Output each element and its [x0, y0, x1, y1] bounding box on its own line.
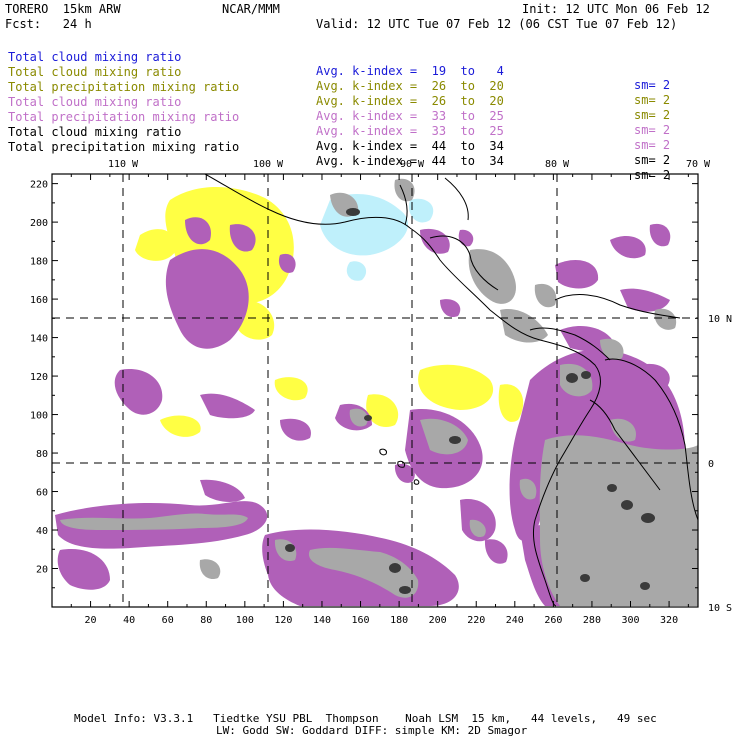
legend-row: Total precipitation mixing ratio Avg. k-…	[0, 66, 670, 136]
x-tick-label: 320	[660, 615, 678, 626]
y-tick-label: 100	[30, 411, 48, 422]
field-name: Total precipitation mixing ratio	[8, 140, 240, 154]
field-smoothing: sm= 2	[634, 108, 671, 122]
x-tick-label: 220	[467, 615, 485, 626]
legend-row: Total cloud mixing ratio Avg. k-index = …	[0, 111, 670, 181]
field-name: Total precipitation mixing ratio	[8, 110, 240, 124]
x-tick-label: 200	[429, 615, 447, 626]
forecast-hour: Fcst: 24 h	[5, 17, 92, 31]
x-tick-label: 100	[236, 615, 254, 626]
field-name: Total cloud mixing ratio	[8, 95, 182, 109]
model-info: Model Info: V3.3.1 Tiedtke YSU PBL Thomp…	[74, 712, 657, 725]
model-title: TORERO 15km ARW	[5, 2, 121, 16]
valid-time: Valid: 12 UTC Tue 07 Feb 12 (06 CST Tue …	[316, 17, 678, 31]
field-kindex: Avg. k-index = 26 to 20	[316, 94, 504, 108]
field-smoothing: sm= 2	[634, 93, 671, 107]
y-tick-label: 60	[36, 488, 48, 499]
graticule	[52, 174, 698, 607]
field-name: Total cloud mixing ratio	[8, 125, 182, 139]
field-kindex: Avg. k-index = 33 to 25	[316, 124, 504, 138]
field-kindex: Avg. k-index = 44 to 34	[316, 139, 504, 153]
lon-label: 80 W	[545, 159, 570, 170]
y-tick-label: 180	[30, 257, 48, 268]
axis-ticks: 20 40 60 80 100 120 140 160 180 200 220 240 260 280 30…	[30, 174, 698, 626]
y-tick-label: 40	[36, 526, 48, 537]
x-tick-label: 280	[583, 615, 601, 626]
y-tick-label: 20	[36, 565, 48, 576]
x-tick-label: 40	[123, 615, 135, 626]
y-tick-label: 80	[36, 449, 48, 460]
legend-row: Total cloud mixing ratio Avg. k-index = …	[0, 81, 670, 151]
field-kindex: Avg. k-index = 33 to 25	[316, 109, 504, 123]
y-tick-label: 200	[30, 218, 48, 229]
field-kindex: Avg. k-index = 44 to 34	[316, 154, 504, 168]
model-physics: LW: Godd SW: Goddard DIFF: simple KM: 2D…	[216, 724, 528, 737]
x-tick-label: 300	[621, 615, 639, 626]
y-tick-label: 140	[30, 334, 48, 345]
x-tick-label: 120	[274, 615, 292, 626]
map-frame	[51, 173, 699, 608]
y-tick-label: 160	[30, 295, 48, 306]
lon-label: 90 W	[400, 159, 425, 170]
gray-cloud-field	[60, 178, 698, 606]
field-kindex: Avg. k-index = 26 to 20	[316, 79, 504, 93]
field-smoothing: sm= 2	[634, 153, 671, 167]
legend-row: Total cloud mixing ratio Avg. k-index = …	[0, 51, 670, 121]
lat-label: 10 S	[708, 603, 732, 614]
x-tick-label: 240	[506, 615, 524, 626]
x-tick-label: 20	[85, 615, 97, 626]
x-tick-label: 140	[313, 615, 331, 626]
field-smoothing: sm= 2	[634, 138, 671, 152]
lon-label: 110 W	[108, 159, 139, 170]
init-time: Init: 12 UTC Mon 06 Feb 12	[522, 2, 710, 16]
x-tick-label: 80	[200, 615, 212, 626]
y-tick-label: 220	[30, 180, 48, 191]
legend-row: Total precipitation mixing ratio Avg. k-…	[0, 96, 670, 166]
lon-label: 70 W	[686, 159, 711, 170]
x-tick-label: 180	[390, 615, 408, 626]
lat-label: 10 N	[708, 314, 732, 325]
dark-gray-cloud-cores	[285, 208, 655, 594]
center-name: NCAR/MMM	[222, 2, 280, 16]
legend-row: Total cloud mixing ratio Avg. k-index = …	[0, 36, 670, 106]
y-tick-label: 120	[30, 372, 48, 383]
map-fields	[55, 174, 698, 607]
coastlines	[204, 174, 698, 607]
field-name: Total cloud mixing ratio	[8, 65, 182, 79]
field-kindex: Avg. k-index = 19 to 4	[316, 64, 504, 78]
x-tick-label: 260	[544, 615, 562, 626]
field-smoothing: sm= 2	[634, 78, 671, 92]
field-smoothing: sm= 2	[634, 123, 671, 137]
field-smoothing: sm= 2	[634, 168, 671, 182]
legend-row: Total precipitation mixing ratio Avg. k-…	[0, 126, 670, 196]
x-tick-label: 60	[162, 615, 174, 626]
field-name: Total precipitation mixing ratio	[8, 80, 240, 94]
x-tick-label: 160	[352, 615, 370, 626]
lat-label: 0	[708, 459, 714, 470]
lon-label: 100 W	[253, 159, 284, 170]
field-name: Total cloud mixing ratio	[8, 50, 182, 64]
